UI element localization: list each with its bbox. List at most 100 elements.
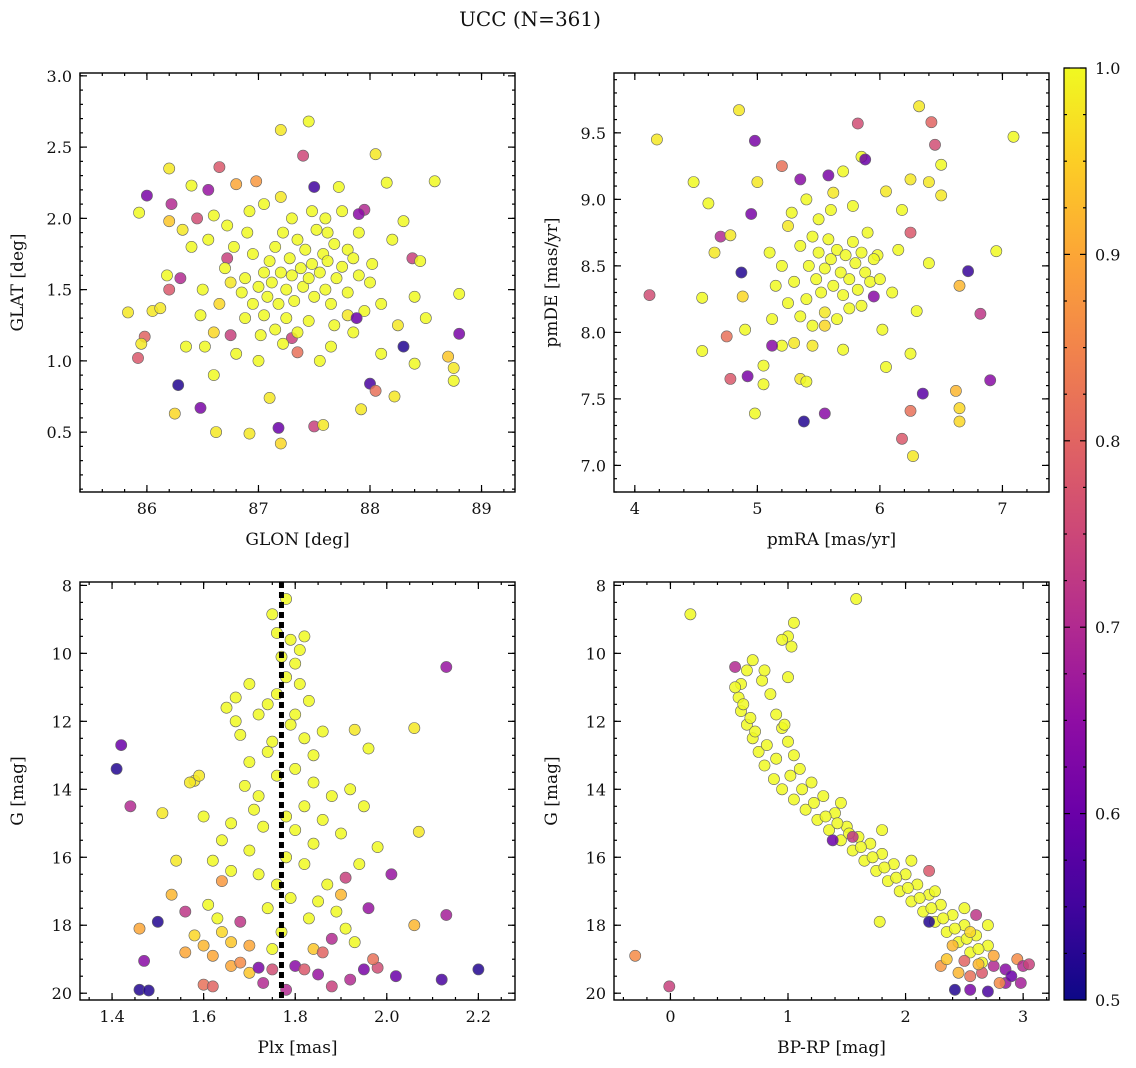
- scatter-point: [796, 783, 808, 796]
- scatter-point: [302, 912, 315, 925]
- scatter-point: [335, 888, 347, 901]
- scatter-point: [1023, 958, 1035, 971]
- scatter-point: [793, 763, 806, 775]
- scatter-point: [202, 898, 215, 911]
- scatter-point: [1005, 970, 1018, 983]
- scatter-point: [206, 980, 219, 993]
- scatter-point: [428, 175, 441, 188]
- scatter-point: [806, 339, 819, 352]
- scatter-point: [297, 280, 309, 293]
- scatter-point: [348, 723, 361, 736]
- scatter-point: [316, 725, 329, 738]
- scatter-point: [358, 305, 371, 317]
- colorbar: 0.5 0.6 0.7 0.8 0.9 1.0: [1063, 59, 1120, 1010]
- panel-plx-g: 1.4 1.6 1.8 2.0 2.2 8 10 12 14 16 18 20 Plx [mas] G […: [8, 576, 516, 1058]
- y-tick-label: 8: [62, 576, 72, 595]
- scatter-point: [221, 219, 234, 232]
- scatter-point: [776, 160, 788, 172]
- scatter-point: [472, 963, 485, 976]
- scatter-point: [243, 844, 256, 857]
- y-tick-label: 2.0: [47, 209, 72, 228]
- x-tick-label: 2: [900, 1007, 910, 1026]
- scatter-point: [831, 243, 843, 256]
- scatter-point: [806, 230, 819, 243]
- scatter-point: [990, 245, 1003, 258]
- scatter-point: [298, 800, 311, 813]
- scatter-point: [185, 240, 198, 253]
- scatter-point: [892, 243, 905, 256]
- scatter-point: [197, 810, 210, 823]
- scatter-point: [435, 973, 448, 986]
- scatter-point: [289, 824, 302, 836]
- scatter-point: [176, 223, 189, 236]
- scatter-point: [958, 902, 971, 915]
- y-tick-label: 8.0: [581, 323, 606, 342]
- scatter-point: [855, 246, 868, 259]
- scatter-point: [874, 273, 886, 286]
- y-tick-label: 0.5: [47, 423, 72, 442]
- figure-title: UCC (N=361): [459, 7, 601, 31]
- scatter-point: [243, 678, 256, 690]
- scatter-point: [371, 841, 384, 853]
- scatter-point: [389, 970, 402, 983]
- scatter-point: [453, 327, 466, 340]
- scatter-point: [313, 266, 326, 279]
- scatter-point: [266, 963, 279, 976]
- scatter-point: [739, 323, 751, 336]
- scatter-point: [321, 255, 334, 267]
- scatter-point: [122, 306, 134, 319]
- scatter-point: [923, 865, 935, 877]
- scatter-point: [764, 688, 777, 700]
- scatter-point: [163, 162, 176, 175]
- scatter-point: [800, 193, 813, 206]
- scatter-point: [230, 178, 243, 191]
- panel-pmra-pmde: 4 5 6 7 7.0 7.5 8.0 8.5 9.0 9.5 pmRA [mas/yr] pmDE …: [542, 72, 1050, 550]
- scatter-point: [298, 858, 311, 870]
- scatter-point: [310, 223, 323, 236]
- scatter-point: [925, 902, 938, 915]
- y-tick-label: 12: [52, 712, 72, 731]
- scatter-point: [339, 871, 352, 884]
- scatter-point: [757, 359, 770, 372]
- scatter-point: [873, 915, 886, 928]
- scatter-point: [817, 790, 830, 802]
- scatter-point: [302, 115, 315, 128]
- scatter-point: [124, 800, 137, 813]
- y-tick-label: 7.0: [581, 456, 606, 475]
- axes-frame: [79, 581, 516, 1001]
- scatter-point: [308, 181, 321, 193]
- scatter-point: [806, 319, 819, 332]
- scatter-point: [745, 208, 758, 220]
- scatter-point: [913, 892, 926, 904]
- x-tick-label: 5: [752, 499, 762, 518]
- scatter-point: [241, 226, 254, 239]
- scatter-point: [274, 437, 287, 450]
- scatter-point: [970, 909, 982, 921]
- scatter-point: [952, 966, 965, 979]
- x-tick-label: 87: [248, 499, 268, 518]
- scatter-point: [440, 909, 453, 921]
- scatter-point: [904, 226, 917, 239]
- scatter-point: [736, 290, 749, 303]
- scatter-point: [708, 246, 721, 259]
- colorbar-tick-label: 0.6: [1095, 805, 1120, 824]
- scatter-point: [913, 100, 925, 113]
- scatter-point: [724, 372, 737, 385]
- scatter-point: [319, 212, 332, 225]
- scatter-point: [312, 968, 324, 981]
- scatter-points: [122, 115, 466, 450]
- x-tick-label: 2.2: [466, 1007, 491, 1026]
- scatter-point: [261, 698, 274, 711]
- scatter-point: [269, 240, 282, 253]
- scatter-point: [788, 275, 800, 288]
- scatter-point: [890, 871, 903, 884]
- panel-glon-glat: 86 87 88 89 0.5 1.0 1.5 2.0 2.5 3.0 GLON [deg] GLAT…: [8, 67, 516, 550]
- scatter-point: [325, 790, 338, 802]
- x-axis-label: BP-RP [mag]: [777, 1038, 886, 1058]
- scatter-point: [202, 183, 215, 196]
- scatter-point: [366, 258, 379, 270]
- scatter-point: [818, 262, 831, 275]
- scatter-point: [229, 691, 242, 704]
- scatter-point: [263, 255, 276, 267]
- scatter-point: [364, 276, 376, 289]
